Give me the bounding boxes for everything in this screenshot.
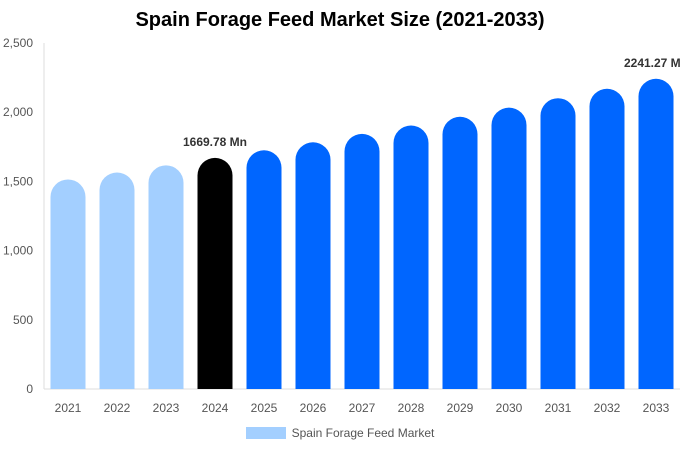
y-tick-label: 2,000 <box>3 105 33 119</box>
data-label-2033: 2241.27 Mn <box>624 56 680 70</box>
x-tick-label: 2028 <box>398 401 425 415</box>
x-tick-label: 2031 <box>545 401 572 415</box>
chart-title: Spain Forage Feed Market Size (2021-2033… <box>135 9 545 31</box>
y-tick-label: 2,500 <box>3 36 33 50</box>
bar-2021 <box>50 179 86 389</box>
x-tick-label: 2033 <box>643 401 670 415</box>
legend-swatch <box>245 427 286 439</box>
x-tick-label: 2021 <box>55 401 82 415</box>
x-tick-label: 2025 <box>251 401 278 415</box>
bar-2029 <box>442 116 478 389</box>
x-tick-label: 2024 <box>202 401 229 415</box>
bar-2025 <box>246 150 282 389</box>
bar-2030 <box>491 107 527 389</box>
legend-label: Spain Forage Feed Market <box>291 426 435 440</box>
bar-2022 <box>99 172 135 389</box>
bar-2024 <box>197 157 233 389</box>
bar-2027 <box>344 133 380 389</box>
x-tick-label: 2027 <box>349 401 376 415</box>
legend: Spain Forage Feed Market <box>0 426 680 440</box>
y-tick-label: 0 <box>26 382 33 396</box>
bar-2023 <box>148 165 184 389</box>
y-tick-label: 500 <box>13 313 33 327</box>
bar-2031 <box>540 98 576 389</box>
x-tick-label: 2022 <box>104 401 131 415</box>
y-tick-label: 1,000 <box>3 244 33 258</box>
bar-2026 <box>295 142 331 389</box>
x-tick-label: 2026 <box>300 401 327 415</box>
x-tick-label: 2030 <box>496 401 523 415</box>
bar-2032 <box>589 88 625 390</box>
x-tick-label: 2029 <box>447 401 474 415</box>
data-label-2024: 1669.78 Mn <box>183 135 247 149</box>
bar-2028 <box>393 125 429 390</box>
x-tick-label: 2023 <box>153 401 180 415</box>
bar-2033 <box>638 78 674 390</box>
x-tick-label: 2032 <box>594 401 621 415</box>
y-tick-label: 1,500 <box>3 174 33 188</box>
